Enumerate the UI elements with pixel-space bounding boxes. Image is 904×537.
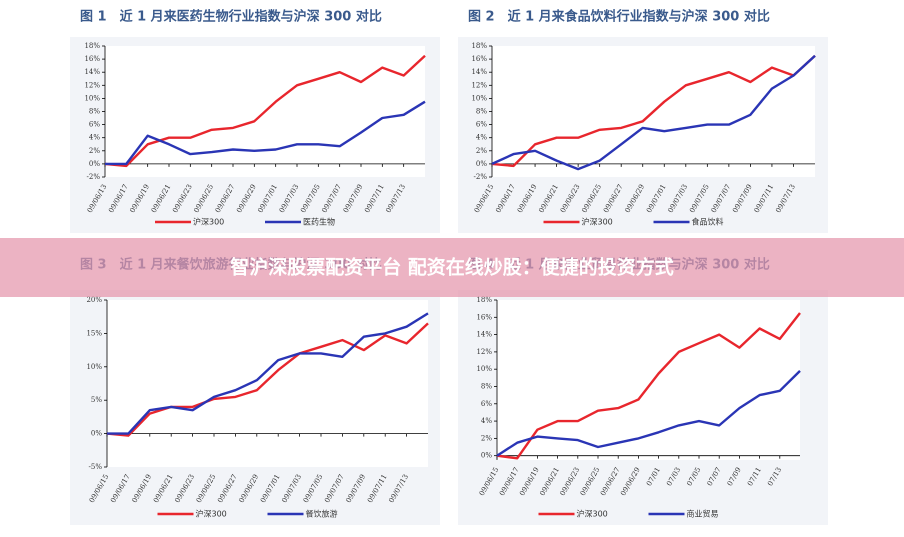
chart-title: 图 1 近 1 月来医药生物行业指数与沪深 300 对比 <box>80 9 382 25</box>
y-tick-label: 8% <box>476 108 487 116</box>
y-tick-label: 18% <box>471 42 487 50</box>
y-tick-label: 12% <box>84 81 100 89</box>
series-line <box>105 100 426 166</box>
y-tick-label: 16% <box>84 55 100 63</box>
y-tick-label: 12% <box>476 348 492 356</box>
y-tick-label: 14% <box>476 331 492 339</box>
chart-title: 图 2 近 1 月来食品饮料行业指数与沪深 300 对比 <box>468 9 770 25</box>
legend-label: 商业贸易 <box>687 509 719 519</box>
y-tick-label: 2% <box>476 147 487 155</box>
y-tick-label: -5% <box>89 463 103 471</box>
y-tick-label: 6% <box>481 400 492 408</box>
y-tick-label: 4% <box>89 134 100 142</box>
y-tick-label: 0% <box>89 160 100 168</box>
series-line <box>496 370 801 457</box>
y-tick-label: 6% <box>476 121 487 129</box>
y-tick-label: 0% <box>476 160 487 168</box>
y-tick-label: -2% <box>474 173 488 181</box>
legend-label: 沪深300 <box>196 509 227 519</box>
plot-area <box>107 300 428 467</box>
series-line <box>496 312 801 460</box>
y-tick-label: 2% <box>89 147 100 155</box>
y-tick-label: 16% <box>476 313 492 321</box>
banner-band <box>0 238 904 297</box>
legend-label: 沪深300 <box>193 217 224 227</box>
plot-area <box>497 300 800 460</box>
legend-label: 沪深300 <box>577 509 608 519</box>
series-line <box>491 54 816 171</box>
legend-label: 食品饮料 <box>692 217 724 227</box>
y-tick-label: 8% <box>481 382 492 390</box>
y-tick-label: 20% <box>86 296 102 304</box>
legend-label: 沪深300 <box>582 217 613 227</box>
banner-text: 智沪深股票配资平台 配资在线炒股：便捷的投资方式 <box>230 256 674 279</box>
y-tick-label: 10% <box>86 363 102 371</box>
y-tick-label: -2% <box>87 173 101 181</box>
y-tick-label: 18% <box>84 42 100 50</box>
y-tick-label: 0% <box>91 430 102 438</box>
y-tick-label: 14% <box>471 68 487 76</box>
series-line <box>107 312 429 435</box>
y-tick-label: 6% <box>89 121 100 129</box>
y-tick-label: 0% <box>481 452 492 460</box>
charts: 图 1 近 1 月来医药生物行业指数与沪深 300 对比 -2% 0% 2% 4% 6% 8… <box>70 9 828 525</box>
y-tick-label: 5% <box>91 396 102 404</box>
y-tick-label: 15% <box>86 329 102 337</box>
series-line <box>106 322 429 437</box>
y-tick-label: 12% <box>471 81 487 89</box>
y-tick-label: 10% <box>476 365 492 373</box>
legend-label: 餐饮旅游 <box>306 509 338 519</box>
y-tick-label: 18% <box>476 296 492 304</box>
series-line <box>491 54 816 168</box>
y-tick-label: 10% <box>471 94 487 102</box>
y-tick-label: 14% <box>84 68 100 76</box>
y-tick-label: 16% <box>471 55 487 63</box>
y-tick-label: 8% <box>89 108 100 116</box>
y-tick-label: 4% <box>476 134 487 142</box>
y-tick-label: 4% <box>481 417 492 425</box>
y-tick-label: 10% <box>84 94 100 102</box>
legend-label: 医药生物 <box>303 217 335 227</box>
y-tick-label: 2% <box>481 434 492 442</box>
